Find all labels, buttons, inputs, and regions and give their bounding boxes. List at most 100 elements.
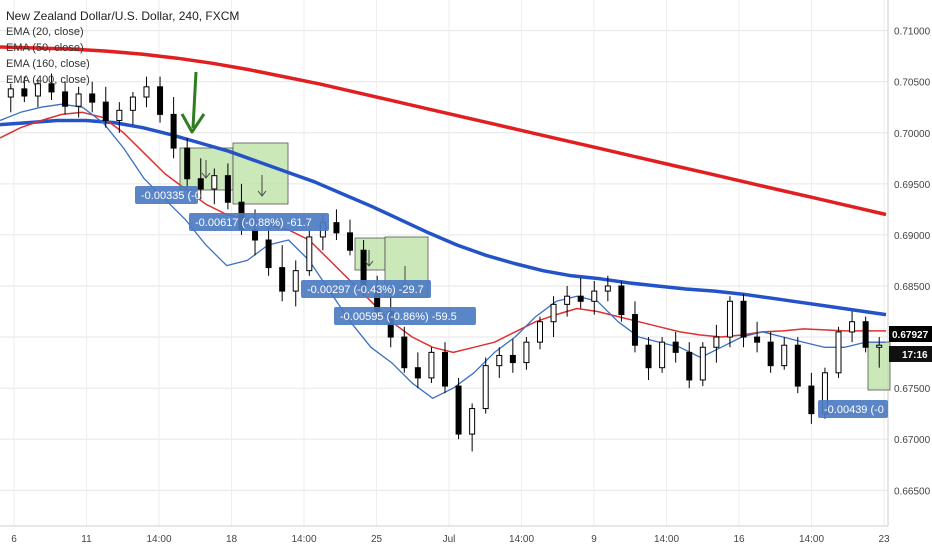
candle-down: [89, 93, 96, 103]
y-tick-label: 0.66500: [894, 486, 931, 497]
candle-up: [726, 300, 733, 338]
candle-up: [564, 295, 571, 305]
indicator-ema-20[interactable]: EMA (20, close): [6, 26, 84, 38]
x-tick-label: 14:00: [291, 534, 316, 545]
candle-down: [740, 300, 747, 338]
entry-arrow-shaft: [191, 71, 198, 129]
candle-down: [252, 229, 259, 241]
candle-down: [754, 336, 761, 343]
measure-tag[interactable]: [135, 186, 198, 204]
candle-down: [645, 344, 652, 369]
candle-up: [536, 321, 543, 343]
candle-down: [618, 285, 625, 316]
x-tick-label: 16: [733, 534, 745, 545]
candle-up: [143, 86, 150, 98]
candle-up: [523, 341, 530, 364]
last-price-badge: [889, 326, 932, 342]
candle-down: [442, 351, 448, 387]
candle-up: [129, 96, 136, 111]
x-tick-label: 6: [11, 534, 17, 545]
candle-up: [699, 346, 706, 381]
y-tick-label: 0.70000: [894, 129, 931, 140]
y-tick-label: 0.68500: [894, 282, 931, 293]
candle-up: [469, 408, 476, 435]
candle-down: [347, 232, 354, 251]
y-tick-label: 0.71000: [894, 27, 931, 38]
ema-20-line: [0, 103, 886, 399]
candle-up: [34, 83, 41, 97]
x-tick-label: 11: [81, 534, 92, 545]
indicator-ema-400[interactable]: EMA (400, close): [6, 74, 90, 86]
candle-down: [48, 83, 55, 93]
x-tick-label: 18: [226, 534, 238, 545]
y-tick-label: 0.67500: [894, 384, 931, 395]
candle-up: [306, 236, 313, 272]
candle-down: [265, 239, 272, 269]
candle-down: [672, 341, 679, 353]
x-tick-label: Jul: [443, 534, 456, 545]
candle-up: [116, 109, 123, 122]
x-tick-label: 23: [878, 534, 890, 545]
candle-up: [781, 344, 788, 367]
candle-up: [591, 290, 598, 302]
candle-down: [21, 88, 28, 97]
candle-up: [849, 321, 856, 333]
candle-down: [414, 367, 421, 379]
candle-up: [7, 88, 14, 98]
candle-down: [184, 147, 191, 180]
measure-tag-label: -0.00617 (-0.88%) -61.7: [195, 217, 312, 229]
ema-50-line: [0, 111, 886, 354]
candle-down: [197, 178, 204, 190]
candle-down: [767, 341, 774, 367]
candle-down: [794, 344, 801, 387]
x-tick-label: 9: [591, 534, 597, 545]
chart-legend: New Zealand Dollar/U.S. Dollar, 240, FXC…: [6, 8, 239, 88]
measure-tag[interactable]: [301, 280, 431, 298]
candle-down: [455, 385, 462, 435]
symbol-title: New Zealand Dollar/U.S. Dollar, 240, FXC…: [6, 9, 240, 23]
target-arrow-head: [257, 190, 267, 197]
measure-tag-label: -0.00595 (-0.86%) -59.5: [340, 311, 457, 323]
entry-arrow-head: [180, 113, 206, 134]
candle-down: [509, 354, 516, 364]
x-tick-label: 25: [371, 534, 383, 545]
time-badge-label: 17:16: [902, 350, 928, 361]
candle-up: [75, 93, 82, 107]
y-tick-label: 0.70500: [894, 78, 931, 89]
candle-down: [631, 314, 638, 346]
candle-down: [279, 267, 286, 292]
candle-up: [659, 341, 666, 369]
x-tick-label: 14:00: [146, 534, 171, 545]
ema-400-line: [0, 45, 887, 217]
measure-tag[interactable]: [334, 307, 476, 325]
indicator-ema-50[interactable]: EMA (50, close): [6, 42, 84, 54]
candle-up: [550, 303, 557, 323]
candle-up: [211, 175, 218, 190]
candle-down: [102, 101, 109, 122]
y-tick-label: 0.69000: [894, 231, 931, 242]
measure-tag-label: -0.00335 (-0.: [141, 190, 204, 202]
ema-160-line: [0, 118, 887, 317]
candle-down: [577, 295, 584, 302]
candle-down: [224, 175, 231, 203]
y-tick-label: 0.67000: [894, 435, 931, 446]
target-arrow-head: [201, 172, 211, 179]
indicator-ema-160[interactable]: EMA (160, close): [6, 58, 90, 70]
measure-tag[interactable]: [189, 213, 329, 231]
measure-tag[interactable]: [818, 400, 888, 418]
measure-tag-label: -0.00439 (-0: [824, 404, 884, 416]
candle-up: [482, 365, 489, 410]
last-price-label: 0.67927: [892, 330, 929, 341]
x-tick-label: 14:00: [799, 534, 824, 545]
candle-down: [686, 351, 693, 381]
candle-up: [428, 351, 435, 379]
y-tick-label: 0.69500: [894, 180, 931, 191]
candle-up: [496, 354, 503, 367]
candle-down: [157, 86, 164, 115]
measure-tag-label: -0.00297 (-0.43%) -29.7: [307, 284, 424, 296]
candle-up: [713, 336, 720, 348]
candle-down: [170, 113, 177, 149]
candle-down: [401, 336, 408, 369]
